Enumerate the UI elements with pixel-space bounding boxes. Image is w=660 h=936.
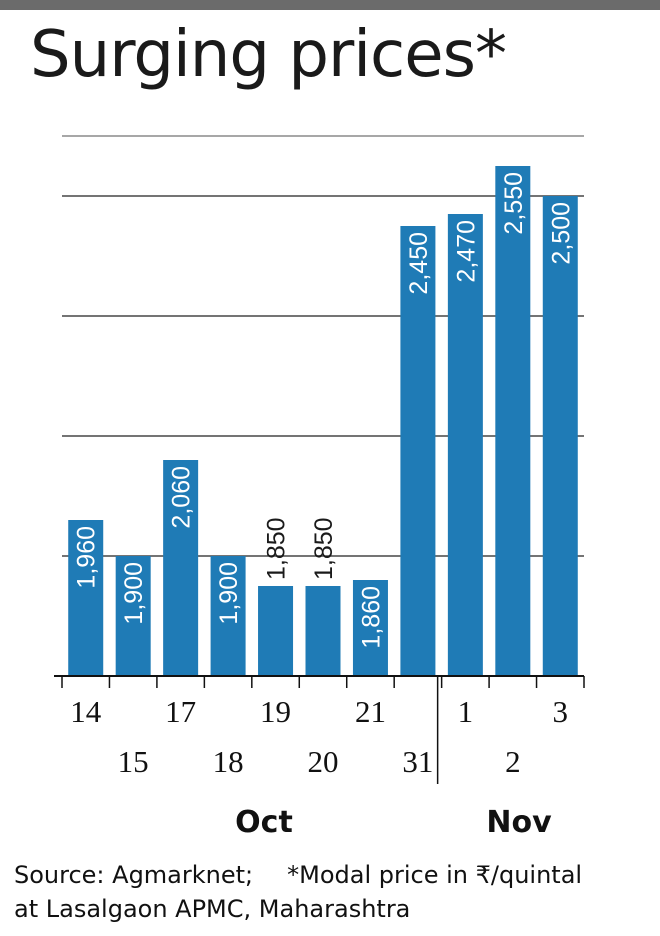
bar — [68, 520, 104, 676]
value-label: 2,550 — [500, 172, 528, 235]
x-tick-label: 2 — [505, 744, 521, 779]
source-line-1: Source: Agmarknet; *Modal price in ₹/quin… — [14, 858, 654, 892]
x-tick-label: 17 — [165, 694, 196, 729]
bar — [163, 460, 199, 676]
group-label: Nov — [486, 805, 552, 840]
source-line-2: at Lasalgaon APMC, Maharashtra — [14, 895, 411, 923]
value-labels: 1,960 1,900 2,060 1,900 1,850 1,850 1,860 2,450… — [73, 172, 576, 649]
source-note: Source: Agmarknet; *Modal price in ₹/quin… — [14, 858, 654, 926]
value-label: 1,860 — [357, 586, 385, 649]
x-tick-label: 1 — [458, 694, 474, 729]
value-label: 2,470 — [452, 220, 480, 283]
x-tick-label: 21 — [355, 694, 386, 729]
group-label: Oct — [235, 805, 293, 840]
bar — [258, 586, 294, 676]
bars — [68, 166, 578, 676]
value-label: 1,900 — [120, 562, 148, 625]
x-tick-label: 31 — [402, 744, 433, 779]
x-tick-label: 14 — [70, 694, 102, 729]
value-label: 1,960 — [73, 526, 101, 589]
x-axis: 14 15 17 18 19 20 21 31 123 Oct Nov — [54, 675, 585, 840]
x-tick-label: 20 — [308, 744, 339, 779]
bar — [115, 556, 151, 676]
x-tick-label: 19 — [260, 694, 291, 729]
bar — [447, 214, 483, 676]
chart-title: Surging prices* — [30, 18, 507, 92]
bar — [210, 556, 246, 676]
value-label: 2,060 — [168, 466, 196, 529]
bar — [495, 166, 531, 676]
x-tick-label: 15 — [118, 744, 149, 779]
source-text: Source: Agmarknet; — [14, 861, 254, 889]
value-label: 2,450 — [405, 232, 433, 295]
bar — [542, 196, 578, 676]
value-label: 2,500 — [547, 202, 575, 265]
bar — [400, 226, 436, 676]
bar — [352, 580, 388, 676]
value-label: 1,850 — [263, 517, 291, 580]
x-tick-label: 3 — [553, 694, 569, 729]
x-tick-label: 18 — [213, 744, 244, 779]
bar — [305, 586, 341, 676]
bar-chart: 1,960 1,900 2,060 1,900 1,850 1,850 1,860 2,450… — [54, 135, 585, 840]
value-label: 1,900 — [215, 562, 243, 625]
value-label: 1,850 — [310, 517, 338, 580]
footnote-text: *Modal price in ₹/quintal — [287, 861, 583, 889]
top-bar — [0, 0, 660, 10]
